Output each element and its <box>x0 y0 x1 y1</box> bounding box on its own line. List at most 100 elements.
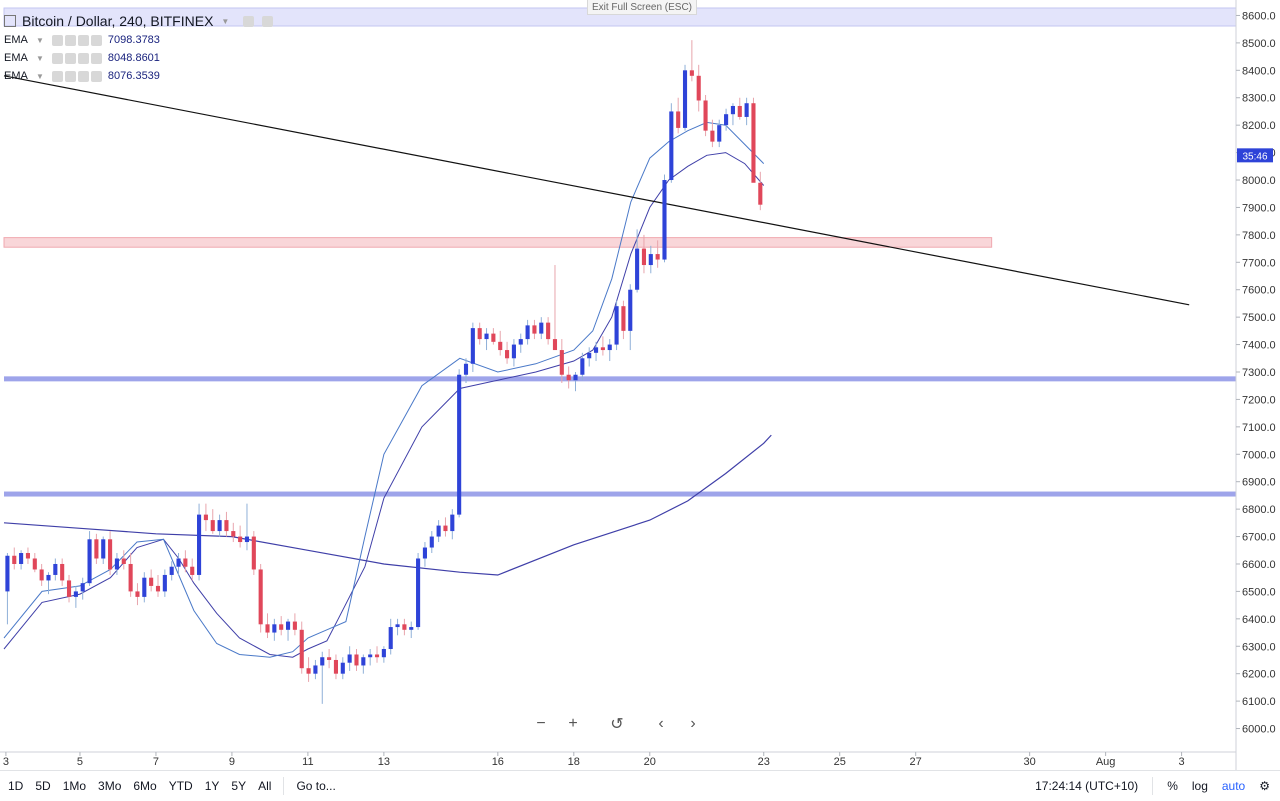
chevron-down-icon[interactable]: ▼ <box>36 35 44 45</box>
percent-scale-toggle[interactable]: % <box>1167 779 1178 793</box>
candle-body <box>457 374 462 515</box>
candle-body <box>463 363 469 375</box>
zoom-out-button[interactable]: − <box>528 711 554 737</box>
candle-body <box>87 539 92 584</box>
zoom-in-button[interactable]: + <box>560 711 586 737</box>
candle-body <box>559 350 564 375</box>
range-all-button[interactable]: All <box>258 779 272 793</box>
candle-up <box>573 372 578 392</box>
range-ytd-button[interactable]: YTD <box>168 779 193 793</box>
candle-up <box>19 550 24 570</box>
ema-row[interactable]: EMA ▼ 7098.3783 <box>4 31 273 49</box>
indicator-value: 7098.3783 <box>107 34 160 46</box>
y-tick-label: 6500.0 <box>1242 586 1276 598</box>
ema-row[interactable]: EMA ▼ 8048.8601 <box>4 49 273 67</box>
symbol-title-row[interactable]: Bitcoin / Dollar, 240, BITFINEX ▼ <box>4 11 274 31</box>
goto-date-button[interactable]: Go to... <box>296 779 336 793</box>
candle-down <box>306 657 311 682</box>
candle-up <box>340 657 345 680</box>
candle-down <box>559 339 564 383</box>
close-icon[interactable] <box>90 34 102 46</box>
collapse-icon[interactable] <box>4 15 16 27</box>
trendline <box>3 75 1190 306</box>
candle-body <box>470 328 475 364</box>
y-tick-label: 6100.0 <box>1242 696 1276 708</box>
scroll-right-button[interactable]: › <box>680 711 706 737</box>
range-1mo-button[interactable]: 1Mo <box>62 779 87 793</box>
y-tick-label: 7300.0 <box>1242 367 1276 379</box>
candle-body <box>593 347 599 353</box>
candle-body <box>327 657 332 660</box>
range-1y-button[interactable]: 1Y <box>204 779 220 793</box>
x-tick-label: 7 <box>153 756 159 768</box>
indicator-name: EMA <box>4 52 28 64</box>
y-tick-label: 7000.0 <box>1242 449 1276 461</box>
chevron-down-icon[interactable]: ▼ <box>221 16 230 26</box>
candle-body <box>491 333 496 342</box>
exit-fullscreen-button[interactable]: Exit Full Screen (ESC) <box>587 0 697 15</box>
candle-down <box>32 553 37 573</box>
candle-down <box>25 547 31 564</box>
candle-up <box>347 646 352 671</box>
log-scale-toggle[interactable]: log <box>1191 779 1208 793</box>
add-icon[interactable] <box>77 52 89 64</box>
add-icon[interactable] <box>77 70 89 82</box>
x-tick-label: Aug <box>1096 756 1116 768</box>
x-tick-label: 5 <box>77 756 83 768</box>
chevron-down-icon[interactable]: ▼ <box>36 53 44 63</box>
auto-scale-toggle[interactable]: auto <box>1221 779 1246 793</box>
settings-icon[interactable] <box>64 52 76 64</box>
range-6mo-button[interactable]: 6Mo <box>133 779 157 793</box>
candle-down <box>60 558 65 586</box>
candle-up <box>197 503 202 581</box>
indicator-value: 8076.3539 <box>107 70 160 82</box>
candle-down <box>737 97 742 120</box>
candle-body <box>682 70 688 128</box>
chevron-down-icon[interactable]: ▼ <box>36 71 44 81</box>
reset-chart-button[interactable]: ↺ <box>604 711 630 737</box>
candle-body <box>347 654 352 663</box>
candle-body <box>655 254 660 260</box>
candle-down <box>121 550 126 570</box>
settings-icon[interactable] <box>262 15 274 27</box>
scroll-left-button[interactable]: ‹ <box>648 711 674 737</box>
visibility-icon[interactable] <box>51 52 63 64</box>
candle-body <box>306 668 311 674</box>
candle-body <box>587 352 592 359</box>
visibility-icon[interactable] <box>51 34 63 46</box>
timezone-clock[interactable]: 17:24:14 (UTC+10) <box>1035 779 1139 793</box>
candle-body <box>730 105 735 115</box>
candle-body <box>368 654 373 658</box>
candle-down <box>238 525 243 548</box>
price-chart[interactable]: 6000.0 6100.0 6200.0 6300.0 6400.0 6500.0 6600… <box>0 0 1280 770</box>
candle-body <box>60 563 65 581</box>
visibility-icon[interactable] <box>51 70 63 82</box>
settings-icon[interactable] <box>64 34 76 46</box>
settings-icon[interactable] <box>64 70 76 82</box>
y-tick-label: 6400.0 <box>1242 614 1276 626</box>
gear-icon[interactable]: ⚙ <box>1259 779 1270 793</box>
range-1d-button[interactable]: 1D <box>8 779 24 793</box>
range-5d-button[interactable]: 5D <box>35 779 51 793</box>
candle-body <box>573 374 578 381</box>
candle-body <box>272 624 277 633</box>
x-tick-label: 18 <box>568 756 580 768</box>
add-icon[interactable] <box>77 34 89 46</box>
candle-down <box>327 649 332 669</box>
candle-body <box>279 624 284 630</box>
close-icon[interactable] <box>90 70 102 82</box>
close-icon[interactable] <box>90 52 102 64</box>
y-tick-label: 7600.0 <box>1242 285 1276 297</box>
range-3mo-button[interactable]: 3Mo <box>98 779 122 793</box>
candle-up <box>587 347 592 367</box>
ema-row[interactable]: EMA ▼ 8076.3539 <box>4 67 273 85</box>
divider <box>1152 777 1154 795</box>
candle-down <box>251 531 256 575</box>
candle-up <box>142 572 147 603</box>
candle-down <box>696 64 701 112</box>
range-5y-button[interactable]: 5Y <box>231 779 247 793</box>
visibility-icon[interactable] <box>243 15 255 27</box>
candle-body <box>169 566 174 575</box>
candle-body <box>265 624 270 633</box>
candle-body <box>121 558 126 564</box>
